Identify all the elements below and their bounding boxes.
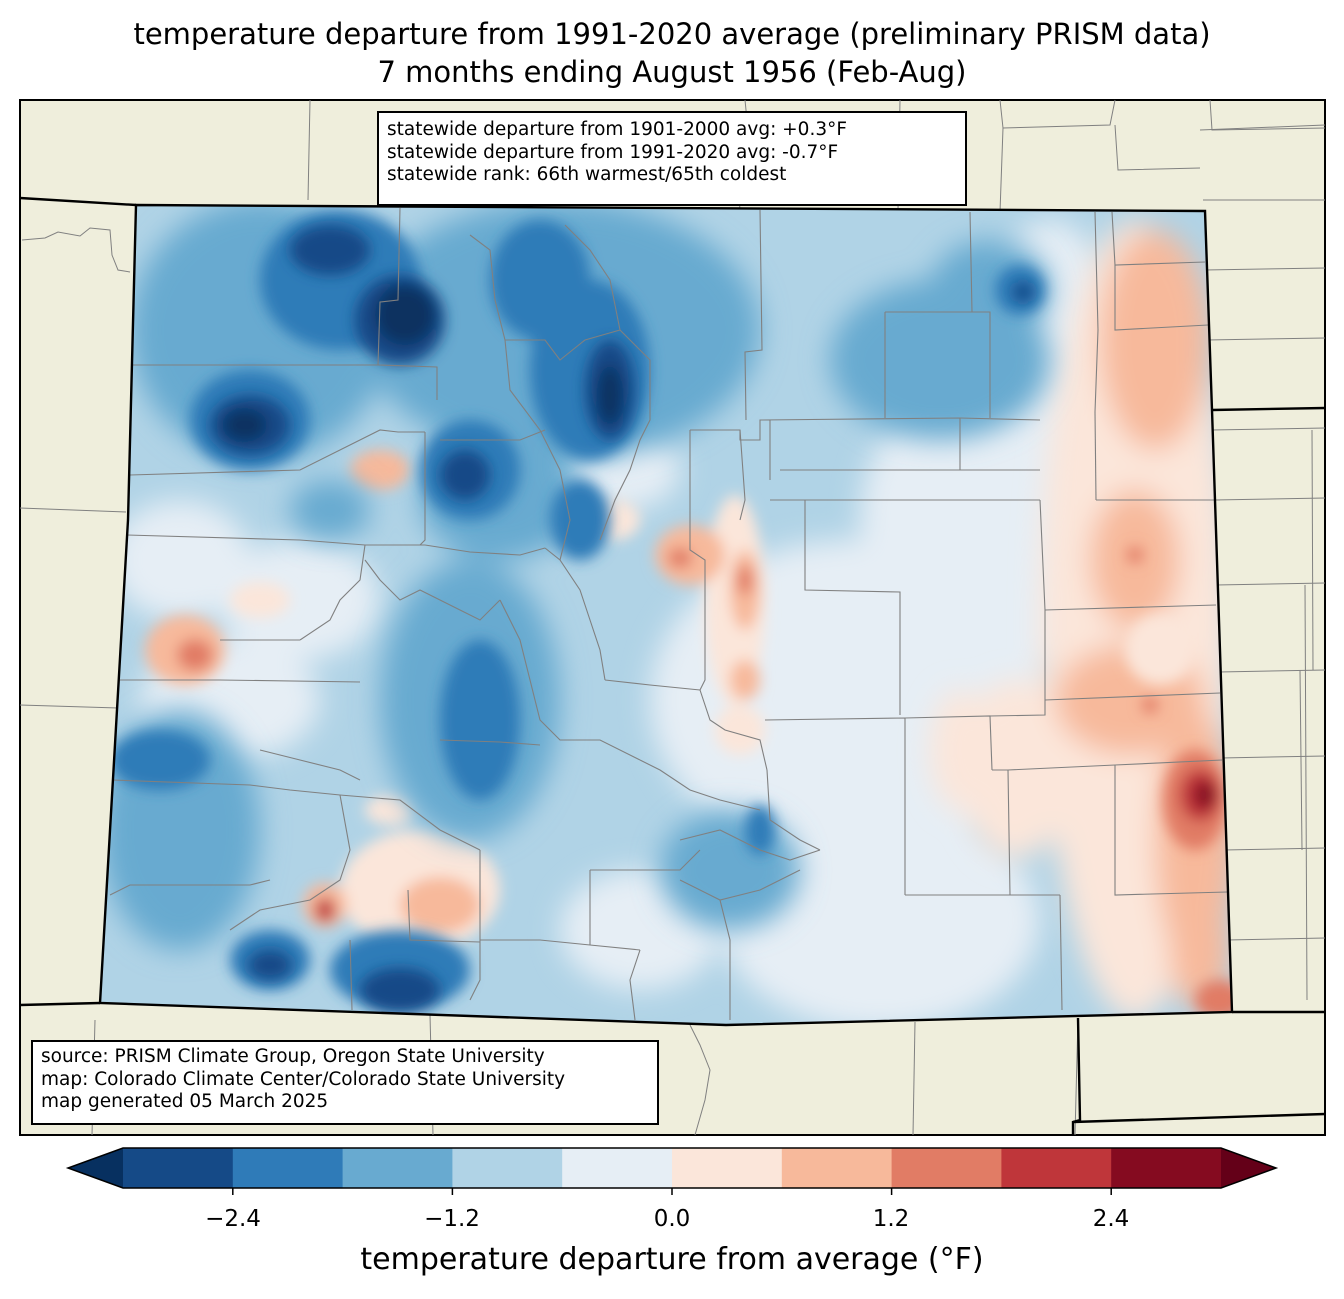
colorbar-segment — [452, 1148, 563, 1188]
generated-date-line: map generated 05 March 2025 — [41, 1091, 329, 1112]
map-credit-line: map: Colorado Climate Center/Colorado St… — [41, 1068, 566, 1090]
colorbar-tick-label: 1.2 — [872, 1206, 910, 1232]
source-box: source: PRISM Climate Group, Oregon Stat… — [31, 1040, 659, 1125]
colorbar-segment — [781, 1148, 893, 1188]
map-title: temperature departure from 1991-2020 ave… — [133, 17, 1211, 51]
colorbar — [65, 1147, 1279, 1195]
colorbar-segment — [891, 1148, 1002, 1188]
colorbar-segment — [672, 1148, 783, 1188]
colorbar-extend-high — [1221, 1148, 1276, 1188]
colorbar-outline — [65, 1147, 1279, 1189]
stat-rank: statewide rank: 66th warmest/65th coldes… — [387, 164, 787, 185]
colorbar-segment — [232, 1148, 344, 1188]
colorbar-segment — [1001, 1148, 1112, 1188]
colorbar-segment — [342, 1148, 453, 1188]
statewide-stats-box: statewide departure from 1901-2000 avg: … — [377, 111, 967, 206]
colorbar-segment — [123, 1148, 234, 1188]
stat-departure-1901-2000: statewide departure from 1901-2000 avg: … — [387, 119, 847, 140]
colorbar-tick-label: −2.4 — [205, 1206, 261, 1232]
colorbar-tick-label: 0.0 — [653, 1206, 691, 1232]
colorbar-extend-low — [68, 1148, 123, 1188]
colorado-border — [98, 203, 1234, 1027]
stat-departure-1991-2020: statewide departure from 1991-2020 avg: … — [387, 141, 839, 163]
state-borders — [19, 196, 1326, 1135]
temperature-field — [100, 205, 1232, 1025]
neighbor-county-lines — [19, 99, 1326, 1136]
colorbar-tick-label: −1.2 — [424, 1206, 480, 1232]
county-lines — [109, 207, 1228, 1021]
source-line: source: PRISM Climate Group, Oregon Stat… — [41, 1046, 545, 1067]
colorbar-segment — [1111, 1148, 1222, 1188]
colorbar-tick-label: 2.4 — [1092, 1206, 1130, 1232]
colorbar-label: temperature departure from average (°F) — [360, 1242, 984, 1277]
colorbar-segment — [562, 1148, 673, 1188]
map-subtitle: 7 months ending August 1956 (Feb-Aug) — [377, 55, 967, 89]
